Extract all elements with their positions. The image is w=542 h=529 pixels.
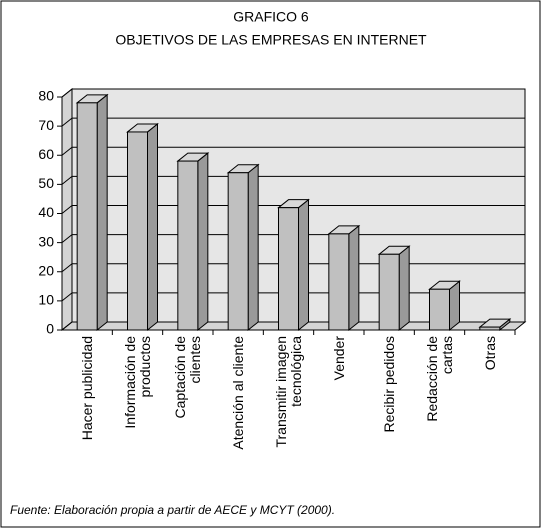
bar (278, 207, 299, 331)
bar-side (298, 198, 309, 332)
grid-line (61, 117, 73, 127)
grid-line (61, 234, 73, 244)
y-tick-label: 30 (38, 233, 54, 249)
x-tick-label: Vender (330, 336, 347, 381)
x-tick-label: Atención al cliente (229, 336, 246, 450)
y-tick-label: 80 (38, 88, 54, 104)
y-tick-label: 50 (38, 175, 54, 191)
grid-line (61, 146, 73, 156)
bar (227, 172, 249, 331)
y-tick-label: 60 (38, 146, 54, 162)
bar-side (398, 245, 410, 332)
x-tick-label: Transmitir imagen tecnológica (272, 336, 304, 448)
x-tick-label: Redacción de cartas (423, 336, 455, 422)
bar-side (197, 152, 209, 332)
bar (429, 288, 450, 331)
x-tick-label: Captación de clientes (171, 336, 203, 419)
bar (127, 131, 148, 331)
bar (479, 326, 501, 331)
grid-line (61, 88, 73, 98)
chart-title: GRAFICO 6 (233, 9, 309, 25)
source-note: Fuente: Elaboración propia a partir de A… (10, 503, 336, 517)
grid-line (61, 321, 73, 331)
grid-line (61, 175, 73, 185)
chart-subtitle: OBJETIVOS DE LAS EMPRESAS EN INTERNET (115, 32, 427, 48)
bar (328, 233, 350, 331)
y-tick-label: 40 (38, 204, 54, 220)
bar-side (348, 224, 360, 332)
grid-line (61, 263, 73, 273)
bar (378, 253, 400, 331)
bar-side (247, 163, 259, 332)
x-tick-label: Recibir pedidos (380, 336, 397, 433)
x-tick-label: Otras (481, 336, 498, 371)
y-tick-label: 70 (38, 117, 54, 133)
bar (177, 160, 199, 331)
bar (76, 102, 98, 331)
grid-line (61, 292, 73, 302)
bar-side (96, 93, 108, 332)
y-tick-label: 0 (46, 321, 54, 337)
grid-line (61, 205, 73, 214)
y-tick-label: 20 (38, 262, 54, 278)
bar-side (147, 122, 158, 332)
x-tick-label: Hacer publicidad (78, 336, 95, 441)
x-tick-label: Información de productos (121, 336, 153, 429)
y-tick-label: 10 (38, 292, 54, 308)
